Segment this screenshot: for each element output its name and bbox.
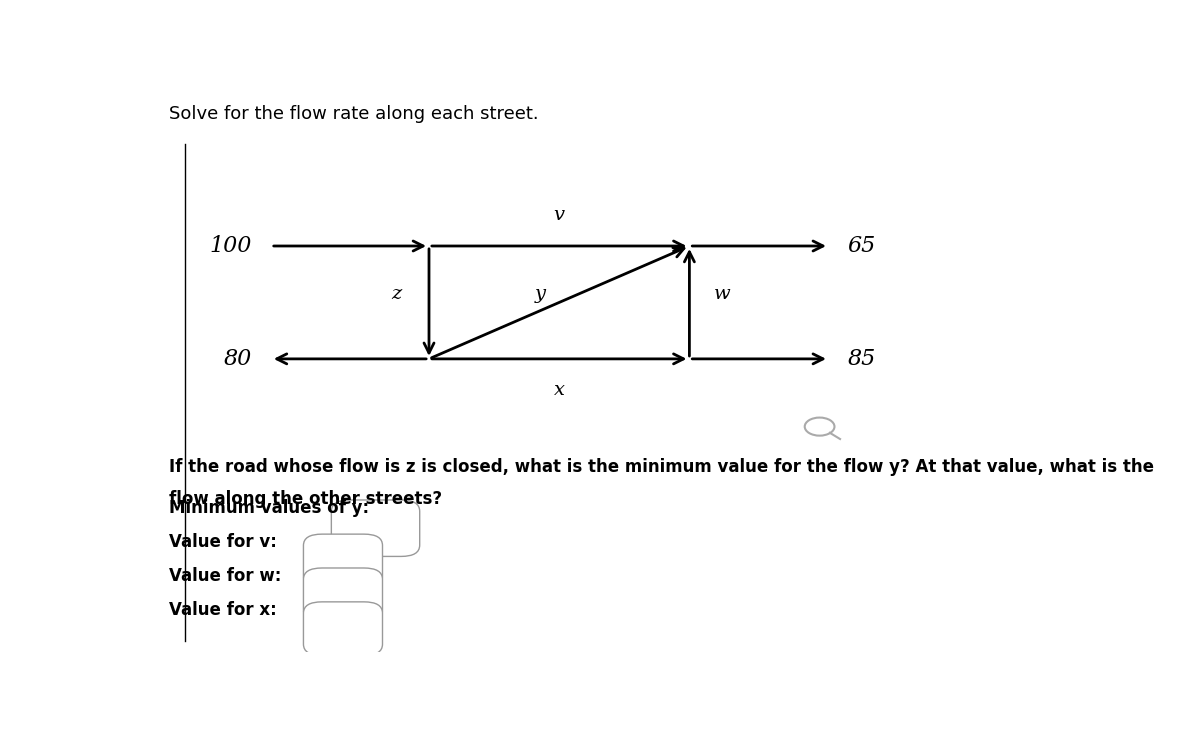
FancyBboxPatch shape [304, 568, 383, 622]
Text: Value for w:: Value for w: [168, 567, 281, 585]
Text: z: z [391, 285, 402, 303]
Text: 80: 80 [224, 348, 252, 370]
Text: 85: 85 [847, 348, 876, 370]
Text: Minimum values of y:: Minimum values of y: [168, 499, 368, 517]
Text: x: x [553, 381, 565, 399]
Text: w: w [714, 285, 731, 303]
Text: Solve for the flow rate along each street.: Solve for the flow rate along each stree… [168, 105, 539, 123]
FancyBboxPatch shape [304, 534, 383, 588]
Text: 100: 100 [210, 235, 252, 257]
Text: If the road whose flow is z is closed, what is the minimum value for the flow y?: If the road whose flow is z is closed, w… [168, 457, 1153, 476]
FancyBboxPatch shape [331, 500, 420, 556]
Text: 65: 65 [847, 235, 876, 257]
Text: v: v [553, 206, 565, 224]
Text: Value for x:: Value for x: [168, 601, 276, 619]
FancyBboxPatch shape [304, 602, 383, 655]
Text: flow along the other streets?: flow along the other streets? [168, 490, 442, 509]
Text: Value for v:: Value for v: [168, 534, 276, 551]
Text: y: y [535, 285, 546, 303]
